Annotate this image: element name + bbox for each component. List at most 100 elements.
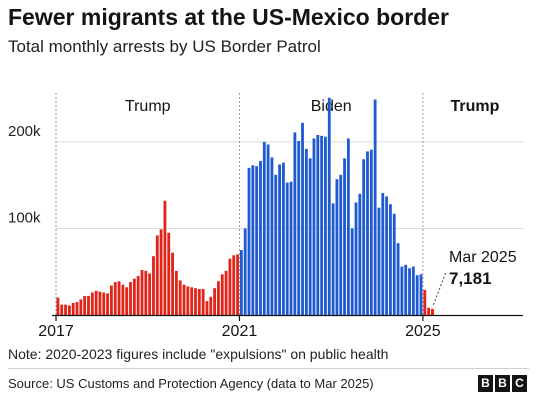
bar [71,302,75,315]
bar [117,281,121,315]
arrests-bar-chart: 100k 200k Trump Biden Trump 2017 2021 2025 Mar 2… [8,93,523,340]
bar [392,213,396,315]
bar [121,284,125,315]
bar [220,274,224,315]
bar [125,287,129,315]
bar [297,141,301,315]
bar [228,258,232,315]
bar [366,151,369,315]
bar [236,254,239,315]
annotation-leader [432,271,447,305]
bar [354,202,358,315]
bar [197,289,201,315]
bar [224,270,228,315]
x-tick-label: 2025 [405,323,441,340]
bbc-logo-letter: C [512,375,527,392]
era-label: Trump [125,98,171,115]
bar [190,287,194,315]
bar [301,122,304,315]
bar [327,97,331,316]
bar [408,268,411,315]
bar [278,164,281,315]
bar [320,135,324,315]
bar [377,207,381,315]
bar [167,232,171,315]
source-text: Source: US Customs and Protection Agency… [8,376,374,391]
bar [102,292,106,315]
bar [148,273,152,315]
bar [110,285,113,315]
bar [209,296,213,315]
bar [274,174,278,315]
bar [83,295,87,315]
bar [316,135,320,315]
bar [67,305,71,315]
bar [79,299,83,315]
bar [396,243,400,315]
bar [331,203,335,315]
bar [155,235,159,315]
bar [308,158,312,315]
bar [178,280,182,315]
bar [136,276,140,315]
bar [247,167,251,315]
bar [94,290,98,315]
annotation-value: 7,181 [449,269,492,288]
bbc-logo-letter: B [495,375,510,392]
bar [140,270,144,315]
bar [339,174,343,315]
chart-title: Fewer migrants at the US-Mexico border [8,4,449,30]
bar [411,266,415,315]
bar [404,264,408,315]
era-label: Trump [450,98,499,115]
bar [56,297,60,315]
bar [289,181,293,315]
bar [251,165,255,315]
bbc-logo: B B C [478,375,527,392]
bar [362,159,366,315]
bar [144,270,148,315]
bar [113,282,117,315]
bar [431,308,434,315]
bar [159,229,163,315]
bar [285,182,289,315]
chart-note: Note: 2020-2023 figures include "expulsi… [8,346,389,362]
bar [201,289,205,315]
bar [281,162,285,315]
annotation-label: Mar 2025 [449,249,517,266]
bar [132,278,136,315]
bar [255,166,259,315]
bar [90,292,94,315]
bar [152,256,155,315]
bar [64,304,67,315]
bar [171,252,174,315]
bar [373,99,377,315]
bar [400,266,404,315]
chart-subtitle: Total monthly arrests by US Border Patro… [8,37,321,56]
bar [182,284,186,315]
bar [106,293,110,315]
bar [419,274,423,315]
bar [369,149,373,315]
y-tick-label: 100k [8,209,41,226]
bar [324,136,327,315]
x-tick-label: 2017 [38,323,74,340]
bar [304,148,308,315]
bar [346,138,350,315]
bar [343,158,346,315]
bar [385,196,389,315]
bar [381,192,385,315]
bar [217,281,220,315]
era-label: Biden [311,98,352,115]
bar [350,228,354,315]
bar [194,288,197,315]
bar [87,295,90,315]
bar [262,141,266,315]
y-tick-label: 200k [8,123,41,140]
footer-divider [8,368,529,369]
x-tick-label: 2021 [222,323,258,340]
bar [98,291,102,315]
bar [358,193,362,315]
bar [243,228,247,315]
bar [427,307,431,315]
